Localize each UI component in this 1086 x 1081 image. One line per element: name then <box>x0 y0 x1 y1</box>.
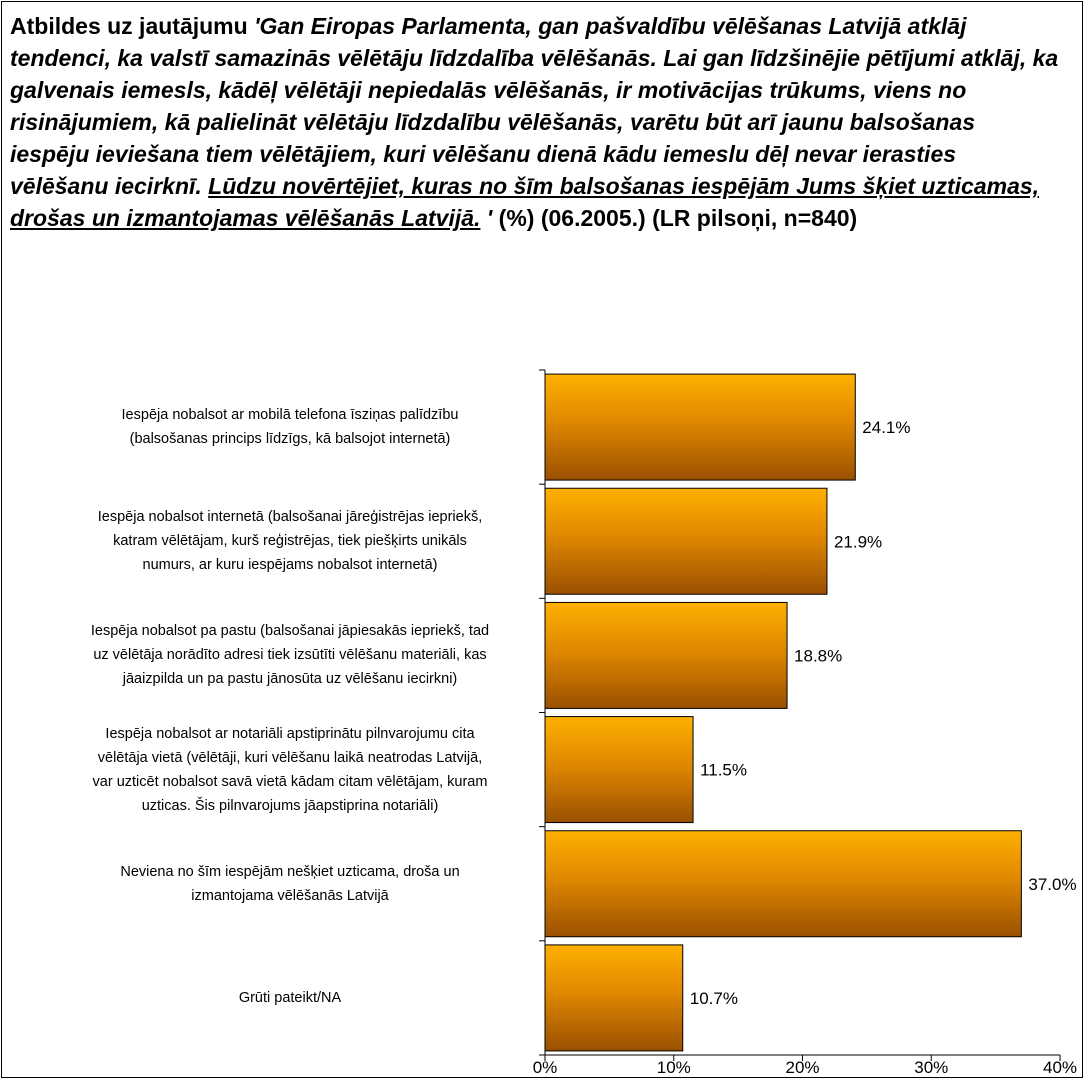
bar <box>544 487 828 595</box>
category-label: Neviena no šīm iespējām nešķiet uzticama… <box>35 860 545 908</box>
chart-title: Atbildes uz jautājumu 'Gan Eiropas Parla… <box>10 10 1060 234</box>
category-label-line: Iespēja nobalsot internetā (balsošanai j… <box>97 509 483 526</box>
bar <box>544 830 1022 938</box>
data-label: 21.9% <box>834 532 882 551</box>
data-label: 11.5% <box>700 761 747 780</box>
category-label-line: var uzticēt nobalsot savā vietā kādam ci… <box>92 773 488 790</box>
category-label-line: jāaizpilda un pa pastu jānosūta uz vēlēš… <box>122 671 458 688</box>
title-lead: Atbildes uz jautājumu <box>10 13 255 39</box>
category-label: Grūti pateikt/NA <box>35 986 545 1010</box>
category-label-line: (balsošanas princips līdzīgs, kā balsojo… <box>129 431 451 448</box>
category-label-line: izmantojama vēlēšanās Latvijā <box>191 887 389 904</box>
category-label-line: vēlētāja vietā (vēlētāji, kuri vēlēšanu … <box>97 749 483 766</box>
title-tail: (%) (06.2005.) (LR pilsoņi, n=840) <box>492 205 858 231</box>
bar <box>544 716 694 824</box>
category-label-line: Grūti pateikt/NA <box>238 989 342 1006</box>
category-label: Iespēja nobalsot pa pastu (balsošanai jā… <box>35 619 545 691</box>
category-label-line: numurs, ar kuru iespējams nobalsot inter… <box>142 557 438 574</box>
category-label: Iespēja nobalsot ar notariāli apstiprinā… <box>35 722 545 818</box>
data-label: 24.1% <box>862 418 910 437</box>
category-label-line: katram vēlētājam, kurš reģistrējas, tiek… <box>113 533 467 550</box>
category-label-line: uz vēlētāja norādīto adresi tiek izsūtīt… <box>93 647 487 664</box>
x-tick-label: 20% <box>785 1058 819 1077</box>
data-label: 37.0% <box>1028 875 1076 894</box>
title-question-text: 'Gan Eiropas Parlamenta, gan pašvaldību … <box>10 13 1059 199</box>
x-tick-label: 30% <box>914 1058 948 1077</box>
bar <box>544 944 684 1052</box>
category-label-line: Iespēja nobalsot ar notariāli apstiprinā… <box>105 725 475 742</box>
x-tick-label: 40% <box>1043 1058 1077 1077</box>
title-question-end: ' <box>480 205 493 231</box>
category-label: Iespēja nobalsot ar mobilā telefona īszi… <box>35 403 545 451</box>
category-label-line: Iespēja nobalsot ar mobilā telefona īszi… <box>121 407 459 424</box>
category-label-line: Iespēja nobalsot pa pastu (balsošanai jā… <box>90 623 490 640</box>
data-label: 18.8% <box>794 646 842 665</box>
x-tick-label: 0% <box>533 1058 558 1077</box>
data-label: 10.7% <box>690 989 738 1008</box>
category-label-line: uzticas. Šis pilnvarojums jāapstiprina n… <box>141 797 439 814</box>
title-question-underlined: Lūdzu novērtējiet, kuras no šīm balsošan… <box>10 173 1040 231</box>
bar <box>544 601 788 709</box>
x-tick-label: 10% <box>657 1058 691 1077</box>
category-label: Iespēja nobalsot internetā (balsošanai j… <box>35 505 545 577</box>
category-label-line: Neviena no šīm iespējām nešķiet uzticama… <box>120 863 460 880</box>
bar <box>544 373 856 481</box>
title-question: 'Gan Eiropas Parlamenta, gan pašvaldību … <box>10 13 1058 231</box>
